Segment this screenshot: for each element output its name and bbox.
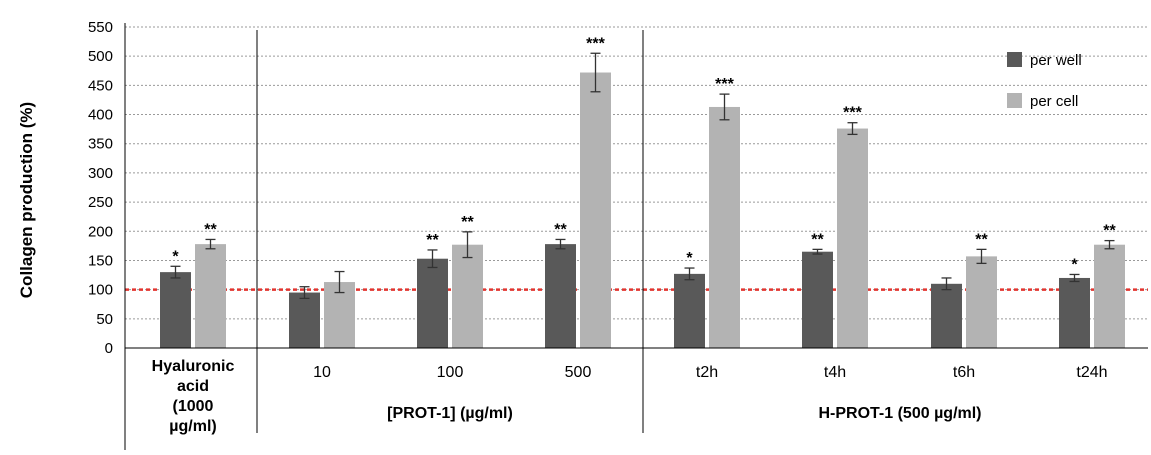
category-label-hyaluronic-line-0: Hyaluronic: [152, 358, 235, 375]
y-tick-label-300: 300: [88, 165, 113, 182]
significance-s0-c4: *: [686, 250, 693, 267]
bar-s1-c0: [195, 244, 226, 348]
y-tick-label-50: 50: [96, 311, 113, 328]
significance-s1-c3: ***: [586, 35, 605, 52]
bar-s1-c4: [709, 106, 740, 348]
y-tick-label-150: 150: [88, 252, 113, 269]
legend: per well per cell: [1007, 52, 1082, 110]
category-label-3: 500: [565, 364, 592, 381]
bar-s0-c5: [802, 251, 833, 348]
significance-s1-c7: **: [1103, 223, 1116, 240]
category-label-hyaluronic-line-2: (1000: [173, 398, 214, 415]
significance-s1-c2: **: [461, 214, 474, 231]
category-labels-group: Hyaluronic acid (1000 µg/ml) 10 100 500 t2h t4h t…: [152, 358, 1108, 435]
bar-s0-c7: [1059, 277, 1090, 348]
significance-s1-c5: ***: [843, 105, 862, 122]
y-tick-label-100: 100: [88, 282, 113, 299]
bars-group: *********** ***************: [160, 35, 1125, 349]
significance-s0-c7: *: [1071, 256, 1078, 273]
significance-s0-c3: **: [554, 221, 567, 238]
y-ticks-group: 0 50 100 150 200 250 300 350 400 450 500 550: [88, 19, 113, 357]
bar-s1-c2: [452, 244, 483, 348]
significance-s1-c6: **: [975, 231, 988, 248]
bar-s0-c4: [674, 273, 705, 348]
bar-s0-c3: [545, 244, 576, 348]
bar-s0-c2: [417, 258, 448, 348]
category-label-4: t2h: [696, 364, 718, 381]
y-tick-label-250: 250: [88, 194, 113, 211]
category-label-6: t6h: [953, 364, 975, 381]
significance-s0-c5: **: [811, 231, 824, 248]
legend-label-per-well: per well: [1030, 52, 1082, 69]
y-tick-label-450: 450: [88, 77, 113, 94]
frame-group: [124, 23, 1148, 450]
y-axis-label: Collagen production (%): [17, 102, 36, 298]
category-label-2: 100: [437, 364, 464, 381]
bar-s1-c5: [837, 128, 868, 348]
y-tick-label-0: 0: [105, 340, 113, 357]
y-tick-label-550: 550: [88, 19, 113, 36]
group-label-prot1: [PROT-1] (µg/ml): [387, 405, 513, 422]
category-label-5: t4h: [824, 364, 846, 381]
bar-s0-c6: [931, 283, 962, 348]
y-tick-label-400: 400: [88, 107, 113, 124]
legend-swatch-per-well: [1007, 52, 1022, 67]
bar-s1-c3: [580, 72, 611, 349]
legend-label-per-cell: per cell: [1030, 93, 1078, 110]
bar-s0-c0: [160, 272, 191, 348]
significance-s1-c0: **: [204, 221, 217, 238]
significance-s1-c4: ***: [715, 76, 734, 93]
significance-s0-c0: *: [172, 248, 179, 265]
y-tick-label-500: 500: [88, 48, 113, 65]
y-tick-label-350: 350: [88, 136, 113, 153]
group-label-hprot1: H-PROT-1 (500 µg/ml): [818, 405, 981, 422]
category-label-1: 10: [313, 364, 331, 381]
y-tick-label-200: 200: [88, 223, 113, 240]
legend-swatch-per-cell: [1007, 93, 1022, 108]
bar-s1-c6: [966, 256, 997, 348]
significance-s0-c2: **: [426, 232, 439, 249]
bar-s1-c7: [1094, 244, 1125, 348]
category-label-hyaluronic-line-1: acid: [177, 378, 209, 395]
bar-s0-c1: [289, 292, 320, 348]
category-label-hyaluronic-line-3: µg/ml): [169, 418, 216, 435]
category-label-7: t24h: [1076, 364, 1107, 381]
